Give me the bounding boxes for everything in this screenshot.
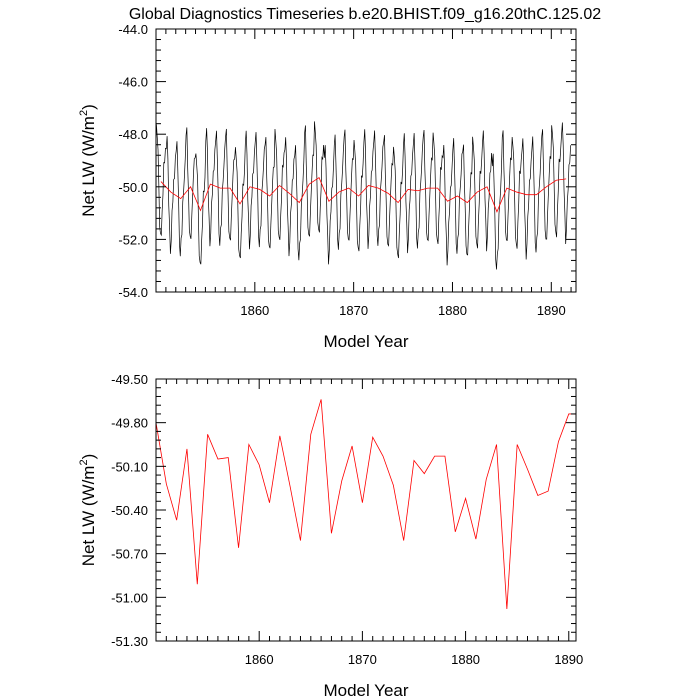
y-tick-label: -51.00 bbox=[111, 590, 148, 605]
y-tick-label: -50.40 bbox=[111, 503, 148, 518]
y-tick-label: -44.0 bbox=[118, 22, 148, 37]
x-tick-label: 1870 bbox=[339, 303, 368, 318]
y-tick-label: -46.0 bbox=[118, 75, 148, 90]
y-tick-label: -49.80 bbox=[111, 416, 148, 431]
y-tick-label: -49.50 bbox=[111, 372, 148, 387]
y-tick-label: -50.70 bbox=[111, 547, 148, 562]
y-tick-label: -54.0 bbox=[118, 285, 148, 300]
y-axis-label: Net LW (W/m2) bbox=[78, 454, 98, 567]
top-panel: 1860 1870 1880 1890 -54.0 -52.0 -50.0 -48.0 -46.… bbox=[78, 22, 577, 351]
y-tick-label: -50.10 bbox=[111, 459, 148, 474]
series-line-annual-mean bbox=[155, 399, 576, 610]
x-axis-label: Model Year bbox=[323, 681, 408, 700]
plot-frame bbox=[155, 28, 577, 293]
y-tick-label: -50.0 bbox=[118, 180, 148, 195]
bottom-panel: 1860 1870 1880 1890 -51.30 -51.00 -50.70 -50.40… bbox=[78, 372, 583, 700]
series-line-annual-mean bbox=[160, 176, 567, 213]
x-tick-label: 1870 bbox=[348, 652, 377, 667]
x-tick-label: 1880 bbox=[451, 652, 480, 667]
y-tick-label: -48.0 bbox=[118, 127, 148, 142]
y-tick-label: -52.0 bbox=[118, 232, 148, 247]
x-tick-label: 1860 bbox=[245, 652, 274, 667]
x-tick-label: 1890 bbox=[554, 652, 583, 667]
chart-title: Global Diagnostics Timeseries b.e20.BHIS… bbox=[129, 6, 601, 23]
x-tick-label: 1860 bbox=[240, 303, 269, 318]
series-line-monthly bbox=[156, 121, 571, 270]
x-tick-label: 1890 bbox=[537, 303, 566, 318]
y-axis-label: Net LW (W/m2) bbox=[78, 104, 98, 217]
x-tick-label: 1880 bbox=[438, 303, 467, 318]
x-axis-label: Model Year bbox=[323, 332, 408, 351]
y-tick-label: -51.30 bbox=[111, 634, 148, 649]
